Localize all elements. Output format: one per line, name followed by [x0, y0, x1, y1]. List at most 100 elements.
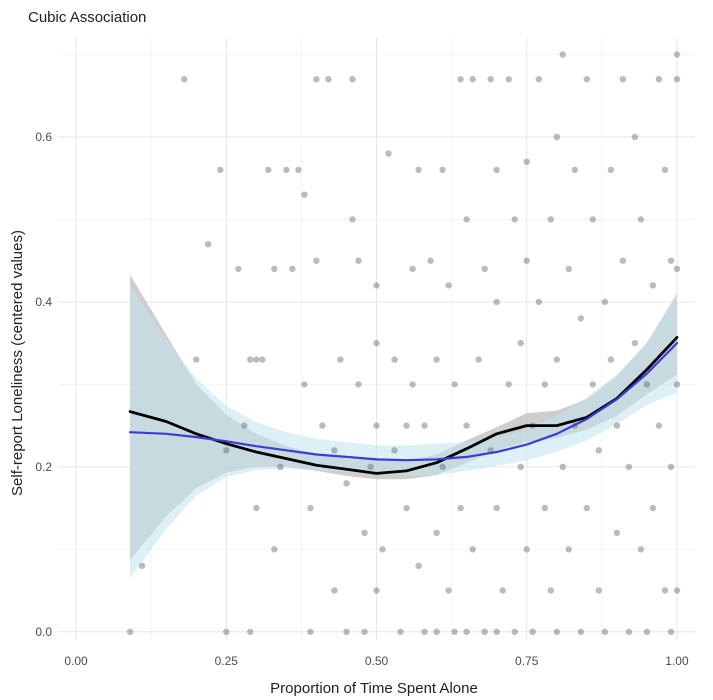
- data-point: [655, 422, 663, 429]
- data-point: [487, 76, 494, 83]
- x-tick-label: 0.75: [515, 654, 539, 668]
- data-point: [319, 422, 326, 429]
- data-point: [637, 546, 645, 553]
- data-point: [205, 241, 212, 248]
- data-point: [523, 257, 530, 264]
- data-point: [223, 628, 230, 635]
- data-point: [373, 282, 380, 289]
- data-point: [523, 158, 530, 165]
- data-point: [451, 628, 458, 635]
- data-point: [349, 216, 356, 223]
- data-point: [367, 463, 374, 470]
- data-point: [547, 216, 554, 223]
- data-point: [469, 76, 476, 83]
- data-point: [559, 463, 566, 470]
- data-point: [553, 628, 560, 635]
- data-point: [439, 166, 446, 174]
- data-point: [577, 628, 584, 635]
- data-point: [439, 463, 446, 470]
- data-point: [511, 216, 518, 223]
- data-point: [499, 587, 506, 594]
- data-point: [577, 315, 584, 322]
- chart-title: Cubic Association: [28, 9, 146, 26]
- data-point: [553, 133, 560, 141]
- data-point: [391, 447, 398, 454]
- data-point: [565, 265, 572, 273]
- data-point: [667, 628, 675, 635]
- data-point: [343, 628, 350, 635]
- data-point: [613, 529, 621, 536]
- data-point: [547, 587, 554, 594]
- y-tick-label: 0.6: [35, 130, 52, 144]
- data-point: [307, 504, 314, 512]
- data-point: [361, 628, 368, 635]
- data-point: [667, 463, 675, 470]
- data-point: [493, 628, 500, 635]
- data-points: [126, 51, 681, 635]
- data-point: [589, 381, 596, 388]
- data-point: [409, 381, 416, 388]
- data-point: [283, 166, 290, 174]
- data-point: [631, 133, 639, 141]
- data-point: [661, 166, 669, 174]
- data-point: [373, 422, 380, 429]
- data-point: [571, 166, 578, 174]
- data-point: [589, 216, 596, 223]
- data-point: [619, 76, 627, 83]
- data-point: [433, 356, 440, 363]
- data-point: [595, 447, 602, 454]
- data-point: [331, 587, 338, 594]
- data-point: [126, 628, 134, 635]
- x-tick-label: 0.25: [215, 654, 239, 668]
- x-tick-label: 0.50: [365, 654, 389, 668]
- data-point: [673, 265, 681, 273]
- data-point: [541, 504, 548, 512]
- blue-cubic-line: [129, 342, 679, 462]
- data-point: [138, 562, 146, 569]
- x-axis-label: Proportion of Time Spent Alone: [270, 680, 478, 697]
- data-point: [193, 356, 200, 363]
- data-point: [661, 587, 669, 594]
- y-tick-label: 0.4: [35, 295, 52, 309]
- data-point: [643, 628, 651, 635]
- data-point: [295, 166, 302, 174]
- data-point: [379, 546, 386, 553]
- data-point: [403, 504, 410, 512]
- data-point: [565, 546, 572, 553]
- data-point: [511, 628, 518, 635]
- y-axis-label: Self-report Loneliness (centered values): [9, 230, 26, 496]
- data-point: [289, 265, 296, 273]
- data-point: [409, 265, 416, 273]
- data-point: [655, 76, 663, 83]
- x-tick-label: 0.00: [64, 654, 88, 668]
- data-point: [355, 257, 362, 264]
- data-point: [493, 504, 500, 512]
- data-point: [385, 150, 392, 157]
- data-point: [481, 628, 488, 635]
- data-point: [247, 628, 254, 635]
- data-point: [277, 463, 284, 470]
- data-point: [535, 76, 542, 83]
- data-point: [583, 504, 590, 512]
- data-point: [235, 265, 242, 273]
- data-point: [673, 381, 681, 388]
- data-point: [337, 356, 344, 363]
- data-point: [523, 546, 530, 553]
- data-point: [253, 356, 260, 363]
- data-point: [541, 381, 548, 388]
- data-point: [667, 257, 675, 264]
- data-point: [181, 76, 188, 83]
- data-point: [451, 381, 458, 388]
- data-point: [613, 422, 621, 429]
- data-point: [601, 628, 609, 635]
- data-point: [595, 587, 602, 594]
- data-point: [445, 587, 452, 594]
- data-point: [445, 282, 452, 289]
- data-point: [325, 76, 332, 83]
- data-point: [517, 463, 524, 470]
- data-point: [463, 216, 470, 223]
- data-point: [649, 504, 657, 512]
- data-point: [607, 166, 615, 174]
- data-point: [649, 282, 657, 289]
